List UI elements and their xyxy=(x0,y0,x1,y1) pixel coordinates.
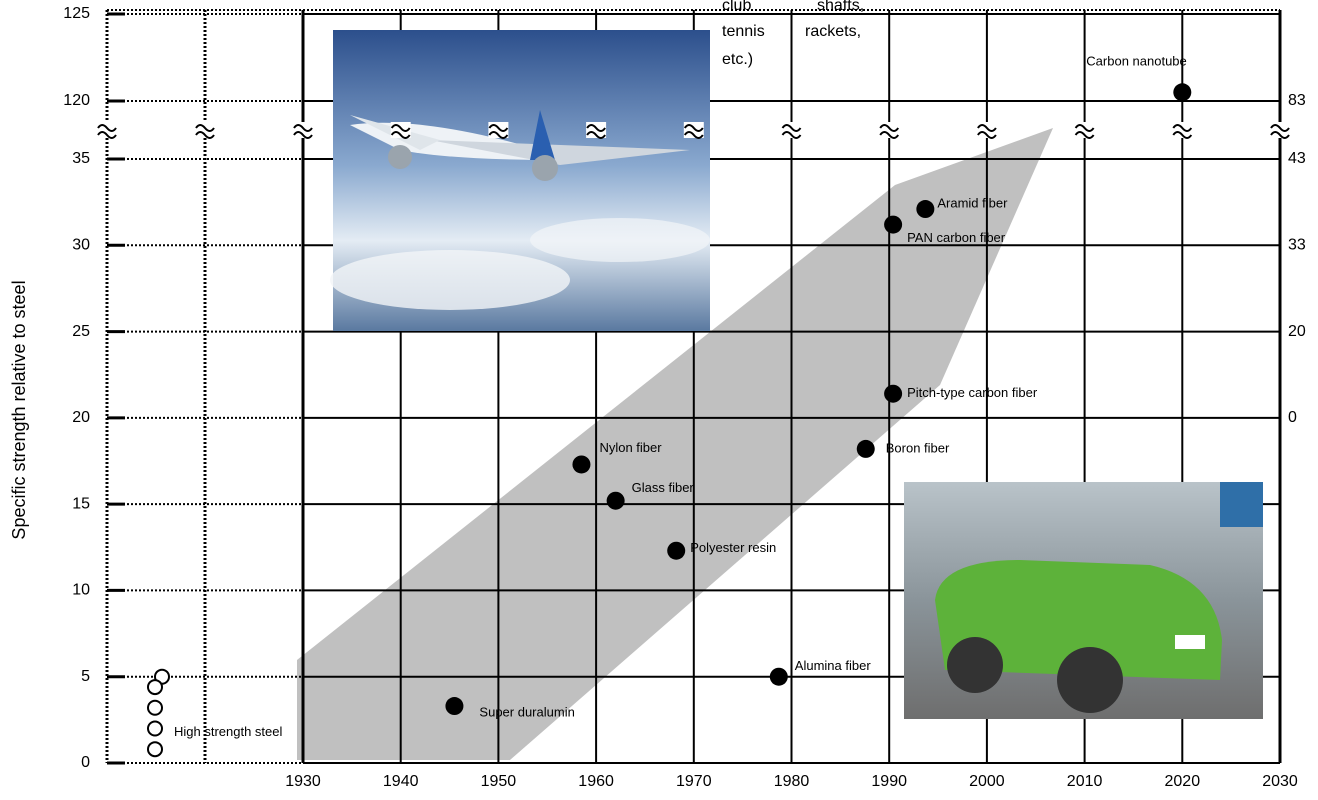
x-tick-label: 1960 xyxy=(578,773,614,790)
y-tick-label: 10 xyxy=(72,582,90,599)
point-label: High strength steel xyxy=(174,724,283,739)
y-tick-label: 15 xyxy=(72,495,90,512)
break-mark xyxy=(1270,124,1290,139)
break-mark xyxy=(586,124,606,139)
break-mark xyxy=(488,124,509,139)
point-label: Polyester resin xyxy=(690,540,776,555)
point-label: Alumina fiber xyxy=(795,658,872,673)
x-tick-label: 1930 xyxy=(285,773,321,790)
y-tick-label: 20 xyxy=(72,409,90,426)
point-label: Super duralumin xyxy=(479,704,574,719)
y-tick-label: 30 xyxy=(72,237,90,254)
break-mark xyxy=(781,124,802,139)
right-axis-label: 43 xyxy=(1288,150,1306,167)
annotation: tennis xyxy=(722,23,765,40)
point-label: Glass fiber xyxy=(632,480,695,495)
y-tick-label: 125 xyxy=(63,5,90,22)
open-marker xyxy=(147,741,163,758)
break-mark xyxy=(390,124,411,139)
marker xyxy=(884,215,903,234)
marker xyxy=(769,667,788,686)
break-mark xyxy=(1172,124,1193,139)
marker xyxy=(884,384,903,403)
point-label: Aramid fiber xyxy=(937,195,1008,210)
point-label: PAN carbon fiber xyxy=(907,230,1006,245)
break-mark xyxy=(97,124,117,139)
right-axis-label: 83 xyxy=(1288,92,1306,109)
marker xyxy=(856,439,875,458)
y-tick-label: 35 xyxy=(72,150,90,167)
right-axis-label: 33 xyxy=(1288,237,1306,254)
marker xyxy=(667,541,686,560)
y-tick-label: 25 xyxy=(72,323,90,340)
open-marker xyxy=(147,699,163,716)
x-tick-label: 1980 xyxy=(774,773,810,790)
marker xyxy=(916,200,935,219)
marker xyxy=(606,491,625,510)
break-mark xyxy=(195,124,215,139)
break-mark xyxy=(683,124,704,139)
car-photo xyxy=(904,482,1263,719)
annotation: shafts, xyxy=(817,0,864,14)
x-tick-label: 1970 xyxy=(676,773,712,790)
y-tick-label: 0 xyxy=(81,754,90,771)
break-mark xyxy=(879,124,900,139)
y-axis-label: Specific strength relative to steel xyxy=(9,280,29,539)
right-axis-label: 0 xyxy=(1288,409,1297,426)
annotation: club xyxy=(722,0,751,14)
y-tick-label: 5 xyxy=(81,668,90,685)
trend-arrow xyxy=(297,128,1053,760)
marker xyxy=(1173,83,1192,102)
point-label: Carbon nanotube xyxy=(1086,54,1186,69)
break-mark xyxy=(1074,124,1095,139)
x-tick-label: 2000 xyxy=(969,773,1005,790)
x-tick-label: 2030 xyxy=(1262,773,1298,790)
annotation: rackets, xyxy=(805,23,861,40)
break-mark xyxy=(977,124,997,139)
x-tick-label: 1950 xyxy=(481,773,517,790)
y-tick-label: 120 xyxy=(63,92,90,109)
right-axis-label: 20 xyxy=(1288,323,1306,340)
marker xyxy=(572,455,591,474)
annotation: etc.) xyxy=(722,51,753,68)
x-tick-label: 2010 xyxy=(1067,773,1103,790)
x-tick-label: 1990 xyxy=(871,773,907,790)
break-mark xyxy=(293,124,313,139)
point-label: Boron fiber xyxy=(886,440,950,455)
point-label: Nylon fiber xyxy=(599,440,662,455)
airplane-photo xyxy=(330,30,710,331)
open-marker xyxy=(147,720,163,737)
x-tick-label: 1940 xyxy=(383,773,419,790)
marker xyxy=(445,697,464,716)
open-marker xyxy=(147,679,163,696)
point-label: Pitch-type carbon fiber xyxy=(907,385,1038,400)
x-tick-label: 2020 xyxy=(1165,773,1201,790)
